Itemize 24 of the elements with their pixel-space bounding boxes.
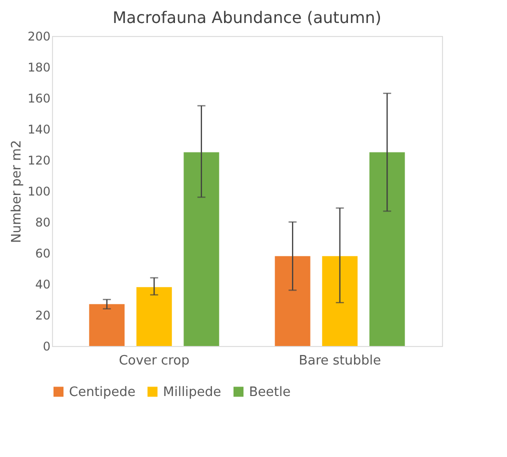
bar — [369, 152, 405, 346]
x-tick-label: Bare stubble — [298, 354, 382, 368]
chart-title: Macrofauna Abundance (autumn) — [112, 8, 382, 27]
legend-label: Centipede — [69, 384, 136, 400]
y-tick-label: 0 — [42, 340, 50, 354]
y-tick-label: 60 — [35, 246, 50, 260]
x-tick-label: Cover crop — [118, 354, 190, 368]
bar — [89, 304, 125, 346]
bar — [184, 152, 220, 346]
bar — [322, 256, 358, 346]
legend-label: Millipede — [163, 384, 222, 400]
y-tick-label: 20 — [35, 308, 50, 322]
y-tick-label: 120 — [28, 154, 50, 168]
y-axis-title: Number per m2 — [10, 140, 25, 244]
bar — [274, 256, 310, 346]
y-tick-label: 140 — [28, 122, 50, 136]
y-tick-label: 80 — [35, 216, 50, 230]
y-tick-label: 100 — [28, 184, 50, 198]
y-tick-label: 40 — [35, 278, 50, 292]
bar — [136, 287, 172, 346]
y-tick-label: 180 — [28, 60, 50, 74]
y-tick-label: 200 — [28, 30, 50, 44]
legend-label: Beetle — [249, 384, 291, 400]
y-tick-label: 160 — [28, 92, 50, 106]
